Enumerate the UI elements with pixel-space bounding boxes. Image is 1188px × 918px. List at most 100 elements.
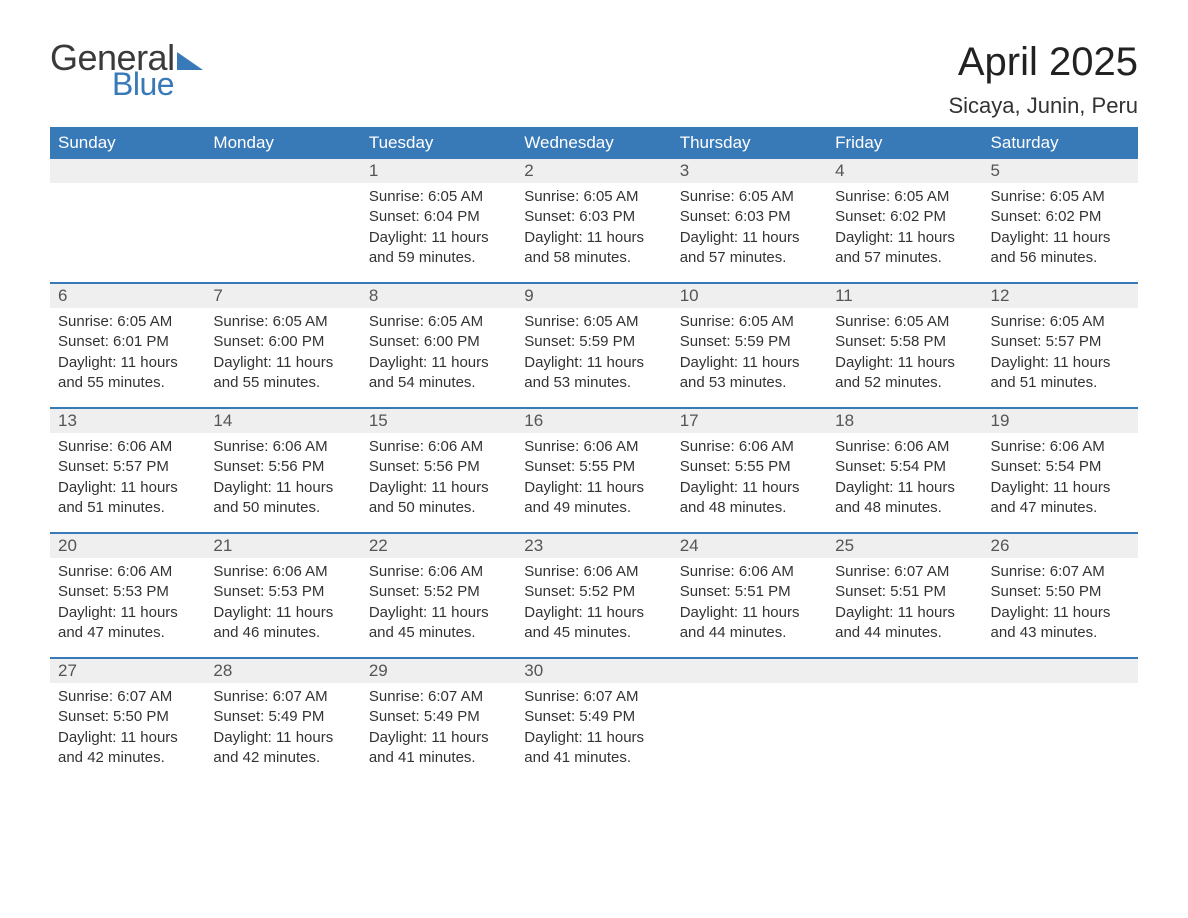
sunset-line: Sunset: 5:56 PM: [213, 457, 352, 477]
sunset-line: Sunset: 5:49 PM: [524, 707, 663, 727]
day-number: 16: [516, 408, 671, 433]
sunset-line: Sunset: 5:58 PM: [835, 332, 974, 352]
sunset-line: Sunset: 5:53 PM: [58, 582, 197, 602]
sunset-line: Sunset: 5:49 PM: [369, 707, 508, 727]
day-cell: Sunrise: 6:06 AMSunset: 5:51 PMDaylight:…: [672, 558, 827, 658]
sunset-line: Sunset: 5:57 PM: [991, 332, 1130, 352]
day-number-row: 12345: [50, 159, 1138, 183]
sunset-line: Sunset: 5:54 PM: [991, 457, 1130, 477]
day-cell: Sunrise: 6:06 AMSunset: 5:56 PMDaylight:…: [205, 433, 360, 533]
day-number-row: 6789101112: [50, 283, 1138, 308]
day-number: [50, 159, 205, 183]
weekday-header-row: Sunday Monday Tuesday Wednesday Thursday…: [50, 127, 1138, 159]
day-cell: Sunrise: 6:07 AMSunset: 5:49 PMDaylight:…: [205, 683, 360, 782]
day-cell: Sunrise: 6:06 AMSunset: 5:52 PMDaylight:…: [361, 558, 516, 658]
daylight-line: Daylight: 11 hours and 48 minutes.: [835, 478, 974, 519]
sunset-line: Sunset: 6:03 PM: [524, 207, 663, 227]
day-cell: [672, 683, 827, 782]
sunrise-line: Sunrise: 6:06 AM: [58, 562, 197, 582]
day-number: 30: [516, 658, 671, 683]
day-number: [672, 658, 827, 683]
sunset-line: Sunset: 5:51 PM: [680, 582, 819, 602]
daylight-line: Daylight: 11 hours and 47 minutes.: [58, 603, 197, 644]
day-number: [827, 658, 982, 683]
day-number: 24: [672, 533, 827, 558]
day-number: 5: [983, 159, 1138, 183]
sunset-line: Sunset: 5:57 PM: [58, 457, 197, 477]
sunrise-line: Sunrise: 6:05 AM: [835, 187, 974, 207]
day-cell: Sunrise: 6:06 AMSunset: 5:57 PMDaylight:…: [50, 433, 205, 533]
calendar-table: Sunday Monday Tuesday Wednesday Thursday…: [50, 127, 1138, 782]
sunrise-line: Sunrise: 6:05 AM: [213, 312, 352, 332]
daylight-line: Daylight: 11 hours and 55 minutes.: [213, 353, 352, 394]
weekday-header: Friday: [827, 127, 982, 159]
day-number: 21: [205, 533, 360, 558]
day-cell: Sunrise: 6:05 AMSunset: 5:58 PMDaylight:…: [827, 308, 982, 408]
day-cell: Sunrise: 6:05 AMSunset: 6:00 PMDaylight:…: [205, 308, 360, 408]
day-number: 14: [205, 408, 360, 433]
location: Sicaya, Junin, Peru: [948, 93, 1138, 119]
daylight-line: Daylight: 11 hours and 49 minutes.: [524, 478, 663, 519]
sunrise-line: Sunrise: 6:05 AM: [524, 187, 663, 207]
day-cell: Sunrise: 6:06 AMSunset: 5:53 PMDaylight:…: [205, 558, 360, 658]
sunrise-line: Sunrise: 6:06 AM: [369, 437, 508, 457]
day-cell: Sunrise: 6:05 AMSunset: 5:57 PMDaylight:…: [983, 308, 1138, 408]
header: General Blue April 2025 Sicaya, Junin, P…: [50, 40, 1138, 119]
day-cell: [827, 683, 982, 782]
day-number: 6: [50, 283, 205, 308]
daylight-line: Daylight: 11 hours and 43 minutes.: [991, 603, 1130, 644]
day-cell: Sunrise: 6:05 AMSunset: 6:04 PMDaylight:…: [361, 183, 516, 283]
sunset-line: Sunset: 5:59 PM: [524, 332, 663, 352]
day-number: 1: [361, 159, 516, 183]
sunrise-line: Sunrise: 6:06 AM: [524, 437, 663, 457]
day-number: 7: [205, 283, 360, 308]
daylight-line: Daylight: 11 hours and 42 minutes.: [213, 728, 352, 769]
brand-line2: Blue: [112, 68, 203, 100]
day-number: 12: [983, 283, 1138, 308]
sunrise-line: Sunrise: 6:07 AM: [991, 562, 1130, 582]
day-cell: Sunrise: 6:05 AMSunset: 6:03 PMDaylight:…: [672, 183, 827, 283]
title-block: April 2025 Sicaya, Junin, Peru: [948, 40, 1138, 119]
day-number: 25: [827, 533, 982, 558]
daylight-line: Daylight: 11 hours and 57 minutes.: [680, 228, 819, 269]
weekday-header: Saturday: [983, 127, 1138, 159]
sunset-line: Sunset: 6:01 PM: [58, 332, 197, 352]
daylight-line: Daylight: 11 hours and 46 minutes.: [213, 603, 352, 644]
day-number: 17: [672, 408, 827, 433]
day-number: [983, 658, 1138, 683]
daylight-line: Daylight: 11 hours and 47 minutes.: [991, 478, 1130, 519]
day-number: 11: [827, 283, 982, 308]
sunrise-line: Sunrise: 6:05 AM: [680, 312, 819, 332]
daylight-line: Daylight: 11 hours and 41 minutes.: [524, 728, 663, 769]
sunset-line: Sunset: 5:54 PM: [835, 457, 974, 477]
day-number: 8: [361, 283, 516, 308]
sunrise-line: Sunrise: 6:05 AM: [835, 312, 974, 332]
day-cell: Sunrise: 6:05 AMSunset: 6:02 PMDaylight:…: [983, 183, 1138, 283]
day-number-row: 20212223242526: [50, 533, 1138, 558]
weekday-header: Sunday: [50, 127, 205, 159]
day-number: 22: [361, 533, 516, 558]
daylight-line: Daylight: 11 hours and 57 minutes.: [835, 228, 974, 269]
daylight-line: Daylight: 11 hours and 42 minutes.: [58, 728, 197, 769]
sunset-line: Sunset: 5:56 PM: [369, 457, 508, 477]
day-number: 29: [361, 658, 516, 683]
day-cell: Sunrise: 6:06 AMSunset: 5:54 PMDaylight:…: [983, 433, 1138, 533]
day-number: 4: [827, 159, 982, 183]
sunset-line: Sunset: 6:03 PM: [680, 207, 819, 227]
day-cell: Sunrise: 6:07 AMSunset: 5:51 PMDaylight:…: [827, 558, 982, 658]
sunset-line: Sunset: 5:49 PM: [213, 707, 352, 727]
day-number: 27: [50, 658, 205, 683]
daylight-line: Daylight: 11 hours and 48 minutes.: [680, 478, 819, 519]
day-content-row: Sunrise: 6:05 AMSunset: 6:04 PMDaylight:…: [50, 183, 1138, 283]
daylight-line: Daylight: 11 hours and 54 minutes.: [369, 353, 508, 394]
sunrise-line: Sunrise: 6:06 AM: [835, 437, 974, 457]
day-cell: [983, 683, 1138, 782]
sunrise-line: Sunrise: 6:06 AM: [680, 562, 819, 582]
sunrise-line: Sunrise: 6:05 AM: [58, 312, 197, 332]
day-number: 28: [205, 658, 360, 683]
sunrise-line: Sunrise: 6:06 AM: [58, 437, 197, 457]
daylight-line: Daylight: 11 hours and 41 minutes.: [369, 728, 508, 769]
day-number-row: 27282930: [50, 658, 1138, 683]
sunset-line: Sunset: 5:50 PM: [58, 707, 197, 727]
day-number: 3: [672, 159, 827, 183]
